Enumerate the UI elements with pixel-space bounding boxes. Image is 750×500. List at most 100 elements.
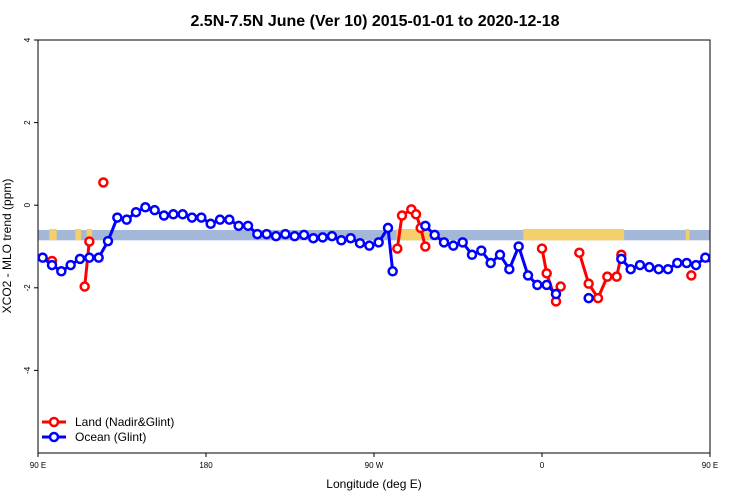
land-band — [75, 228, 81, 241]
data-point — [112, 212, 123, 223]
data-point — [261, 228, 272, 240]
data-point — [140, 202, 151, 213]
data-point — [611, 271, 622, 282]
data-point — [168, 209, 179, 220]
x-tick-label: 90 W — [365, 461, 384, 470]
data-point — [616, 253, 627, 265]
data-point — [420, 241, 431, 252]
y-tick-label: 2 — [23, 120, 32, 125]
series-line — [83, 241, 91, 287]
data-point — [336, 235, 347, 246]
series-1 — [38, 202, 710, 304]
data-point — [392, 243, 403, 254]
data-point — [583, 278, 594, 289]
ocean-band — [38, 229, 710, 241]
data-point — [298, 229, 310, 241]
data-point — [280, 228, 291, 240]
data-point — [177, 209, 188, 220]
data-point — [602, 271, 613, 282]
legend-label-land: Land (Nadir&Glint) — [75, 415, 174, 429]
data-point — [289, 230, 300, 242]
data-point — [354, 237, 366, 249]
data-point — [672, 257, 683, 269]
data-point — [532, 279, 543, 291]
data-point — [373, 237, 384, 248]
data-point — [149, 204, 160, 216]
data-point — [536, 243, 548, 254]
data-point — [84, 252, 95, 263]
data-point — [457, 237, 468, 248]
data-point — [574, 247, 585, 258]
data-point — [690, 259, 702, 271]
y-axis-label: XCO2 - MLO trend (ppm) — [0, 179, 14, 314]
data-point — [224, 214, 235, 225]
data-point — [681, 257, 692, 269]
data-point — [653, 263, 664, 275]
chart-title: 2.5N-7.5N June (Ver 10) 2015-01-01 to 20… — [190, 13, 559, 30]
data-point — [46, 259, 58, 271]
data-point — [308, 232, 319, 244]
x-tick-label: 90 E — [702, 461, 718, 470]
data-point — [522, 270, 534, 281]
x-axis: 90 E 180 90 W 0 90 E — [30, 453, 718, 470]
legend: Land (Nadir&Glint) Ocean (Glint) — [42, 415, 174, 444]
background-band — [38, 228, 710, 241]
data-point — [79, 281, 90, 292]
data-point — [102, 235, 114, 247]
data-point — [84, 236, 95, 247]
y-axis: -4 -2 0 2 4 — [23, 37, 38, 374]
data-point — [583, 292, 594, 304]
y-tick-label: 4 — [23, 37, 32, 42]
data-point — [158, 210, 170, 221]
data-point — [644, 261, 655, 273]
data-point — [38, 252, 48, 263]
data-point — [396, 210, 408, 221]
data-point — [541, 279, 552, 291]
data-point — [93, 252, 104, 263]
land-band — [685, 228, 690, 241]
land-band — [49, 228, 57, 241]
data-point — [205, 218, 216, 230]
x-axis-label: Longitude (deg E) — [326, 477, 421, 491]
data-point — [476, 245, 487, 256]
data-point — [56, 266, 67, 277]
data-point — [513, 241, 524, 252]
data-point — [410, 209, 422, 220]
land-band — [396, 228, 430, 241]
land-band — [523, 228, 625, 241]
data-point — [214, 214, 226, 225]
x-tick-label: 0 — [540, 461, 545, 470]
data-point — [662, 263, 674, 275]
data-point — [121, 214, 132, 225]
data-point — [98, 177, 109, 188]
data-point — [438, 237, 450, 248]
data-point — [420, 220, 431, 232]
y-tick-label: -4 — [23, 366, 32, 374]
legend-label-ocean: Ocean (Glint) — [75, 430, 146, 444]
x-tick-label: 90 E — [30, 461, 46, 470]
data-point — [74, 253, 86, 265]
data-point — [494, 249, 506, 261]
data-point — [345, 232, 356, 244]
data-point — [466, 249, 478, 261]
data-point — [326, 230, 338, 242]
data-point — [592, 292, 604, 304]
data-point — [429, 229, 440, 241]
data-point — [242, 220, 254, 232]
data-point — [387, 266, 398, 277]
land-band — [86, 228, 93, 241]
series-layer — [38, 177, 710, 307]
data-point — [270, 230, 282, 242]
y-tick-label: 0 — [23, 202, 32, 207]
data-point — [634, 259, 646, 271]
data-point — [186, 212, 198, 223]
legend-marker-ocean — [48, 431, 60, 443]
data-point — [555, 281, 566, 292]
data-point — [196, 212, 207, 223]
x-tick-label: 180 — [199, 461, 213, 470]
data-point — [625, 263, 636, 275]
data-point — [485, 257, 496, 269]
data-point — [504, 263, 515, 275]
